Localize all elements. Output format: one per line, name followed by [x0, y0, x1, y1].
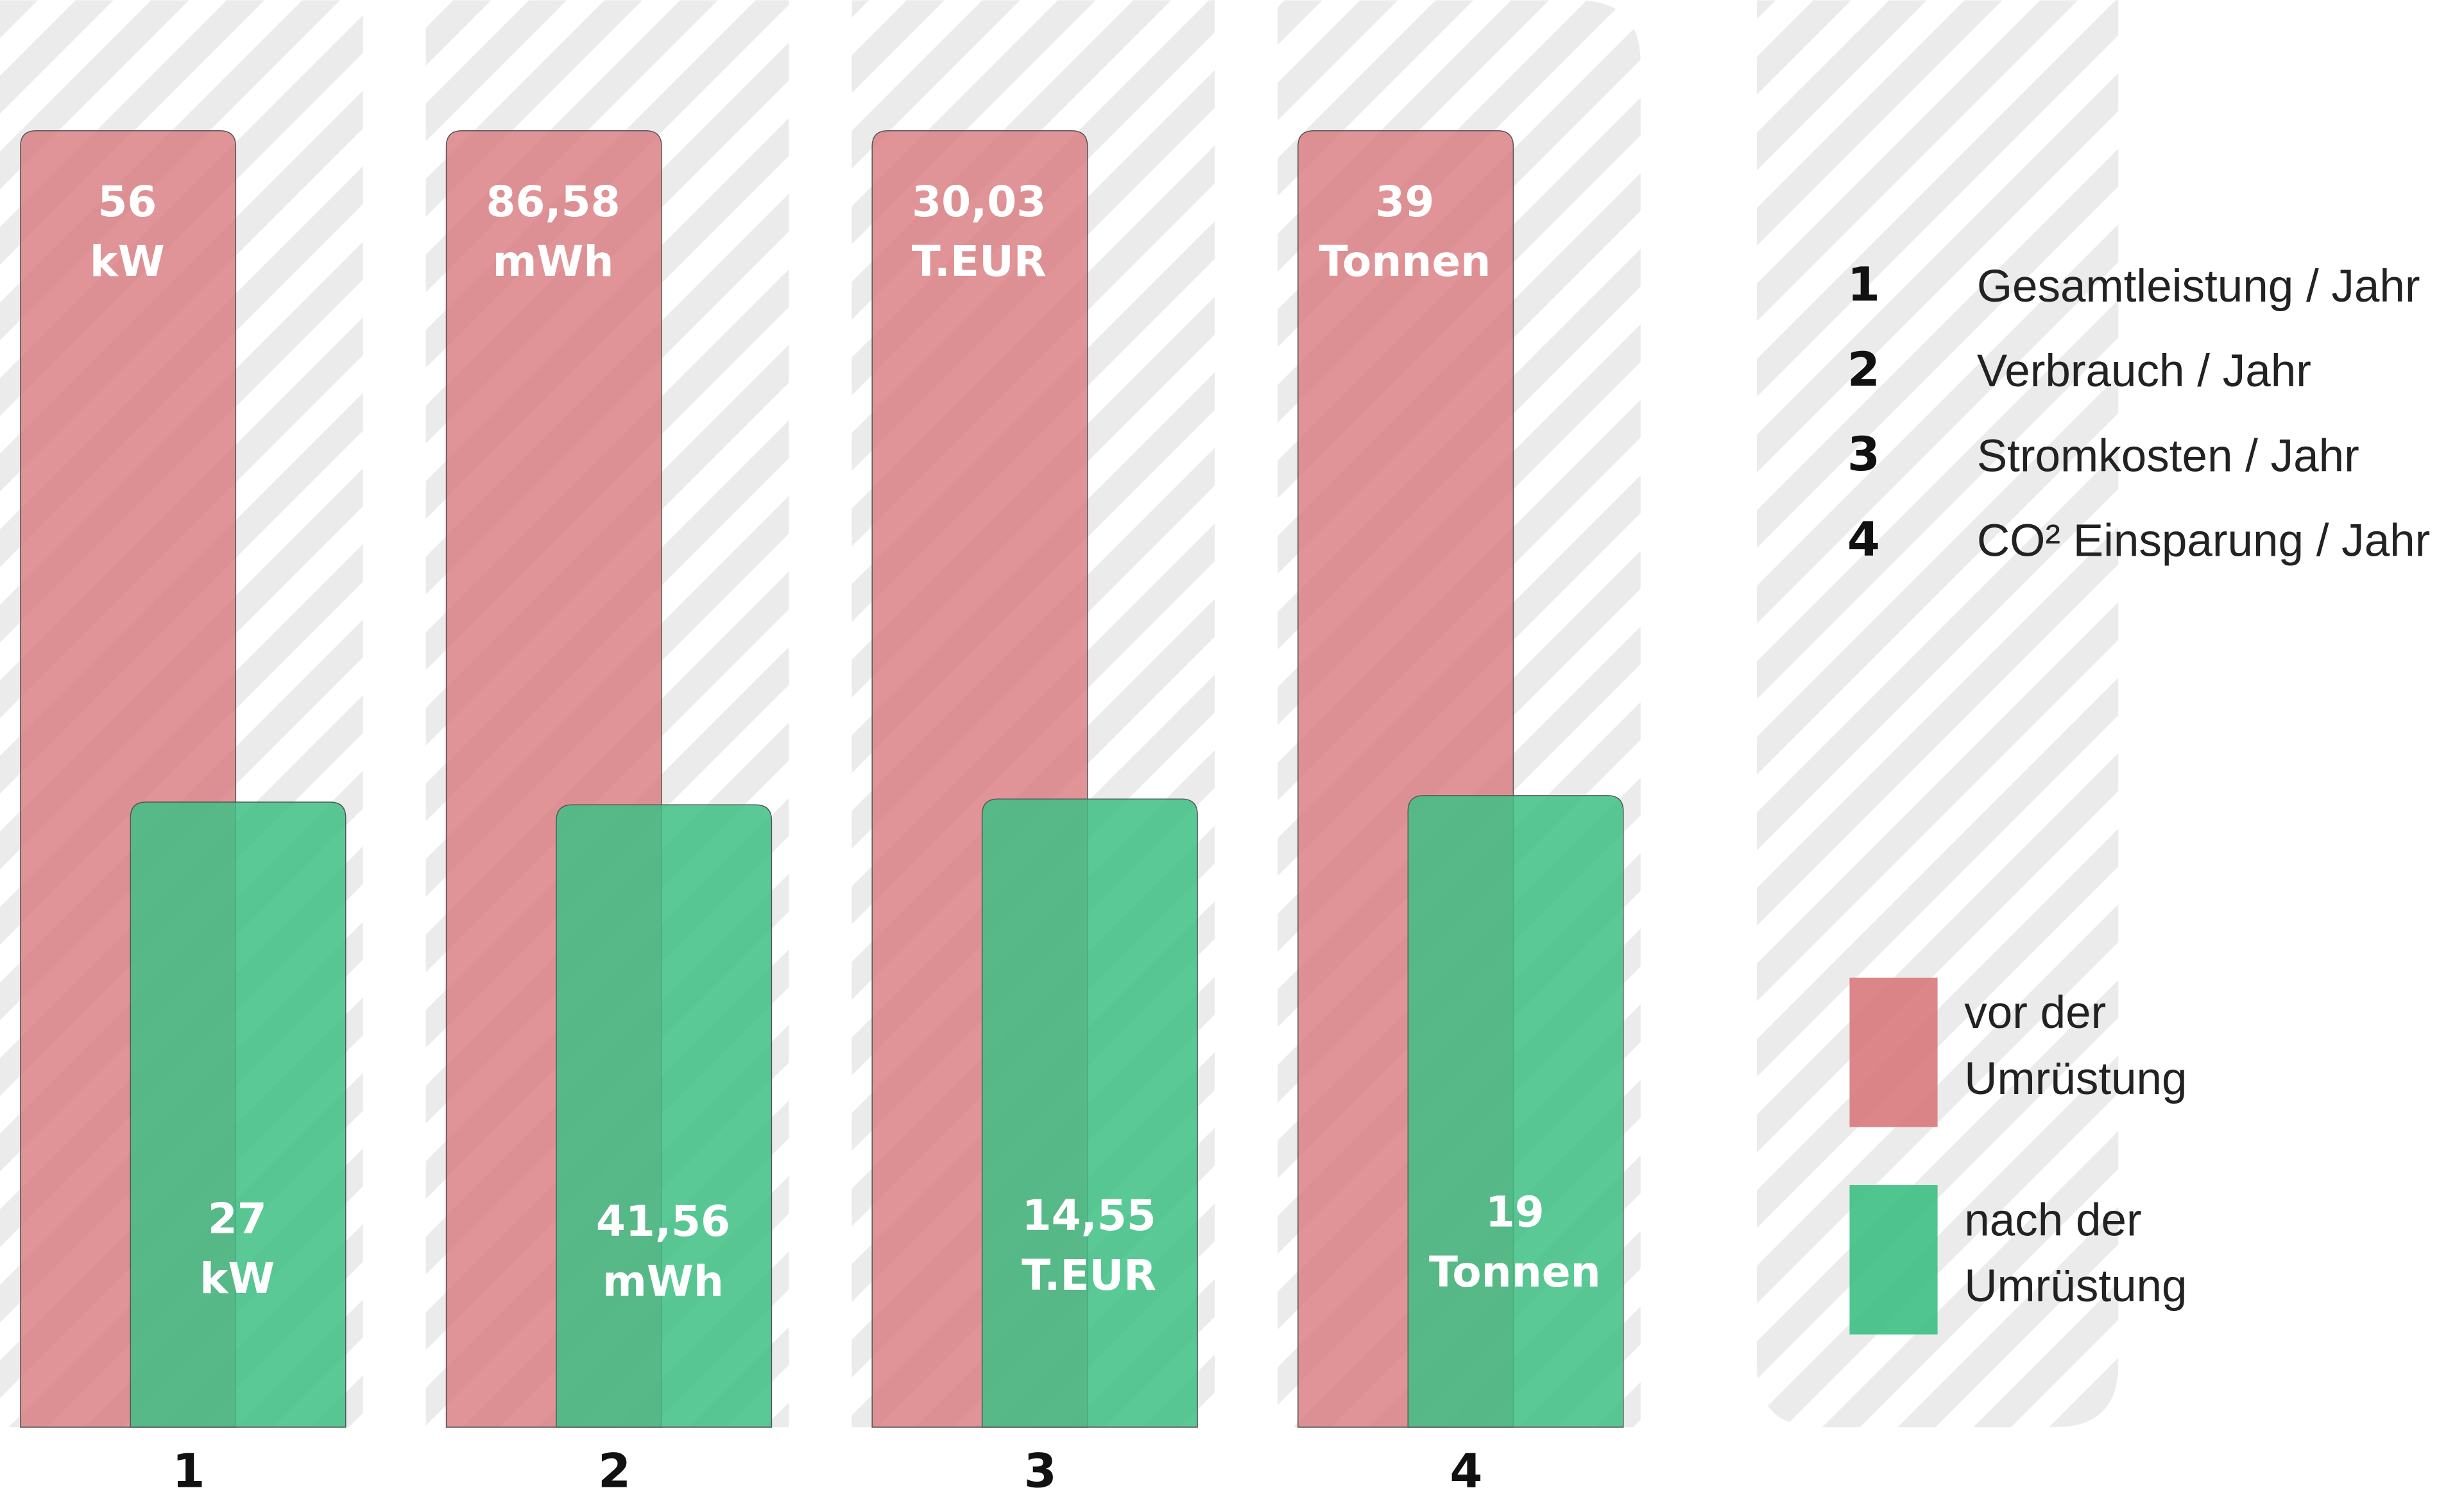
legend-swatch — [1849, 1185, 1938, 1335]
legend-description: Stromkosten / Jahr — [1977, 431, 2359, 481]
legend-description: Gesamtleistung / Jahr — [1977, 261, 2420, 312]
value-label: 19 — [1485, 1188, 1544, 1237]
unit-label: Tonnen — [1429, 1247, 1601, 1297]
unit-label: kW — [200, 1254, 275, 1303]
value-label: 14,55 — [1022, 1191, 1156, 1240]
value-label: 30,03 — [912, 177, 1046, 227]
legend-entry: vor der Umrüstung — [1964, 988, 2187, 1106]
value-label: 39 — [1375, 177, 1434, 227]
value-label: 56 — [98, 177, 157, 227]
x-tick-label: 1 — [172, 1444, 205, 1499]
unit-label: T.EUR — [1022, 1251, 1156, 1300]
x-tick-label: 3 — [1024, 1444, 1057, 1499]
legend-description: CO² Einsparung / Jahr — [1977, 516, 2431, 567]
panel — [1756, 0, 2119, 1428]
legend-swatch — [1849, 977, 1938, 1127]
unit-label: mWh — [603, 1256, 724, 1306]
bar — [981, 798, 1198, 1428]
value-label: 86,58 — [486, 177, 620, 227]
bar — [1407, 795, 1624, 1428]
legend-number: 3 — [1847, 427, 1880, 482]
unit-label: Tonnen — [1319, 237, 1491, 286]
legend-number: 2 — [1847, 343, 1880, 397]
bar — [130, 801, 346, 1428]
legend-label: nach der Umrüstung — [1964, 1196, 2187, 1313]
legend-number: 1 — [1847, 258, 1880, 312]
unit-label: kW — [90, 237, 165, 286]
unit-label: T.EUR — [912, 237, 1047, 286]
value-label: 41,56 — [596, 1197, 730, 1246]
legend-label: vor der Umrüstung — [1964, 988, 2187, 1106]
bar — [556, 804, 773, 1428]
x-tick-label: 2 — [598, 1444, 631, 1499]
x-tick-label: 4 — [1450, 1444, 1482, 1499]
legend-number: 4 — [1847, 512, 1880, 567]
value-label: 27 — [208, 1194, 267, 1244]
legend-entry: nach der Umrüstung — [1964, 1196, 2187, 1313]
unit-label: mWh — [493, 237, 614, 286]
legend-description: Verbrauch / Jahr — [1977, 346, 2311, 397]
